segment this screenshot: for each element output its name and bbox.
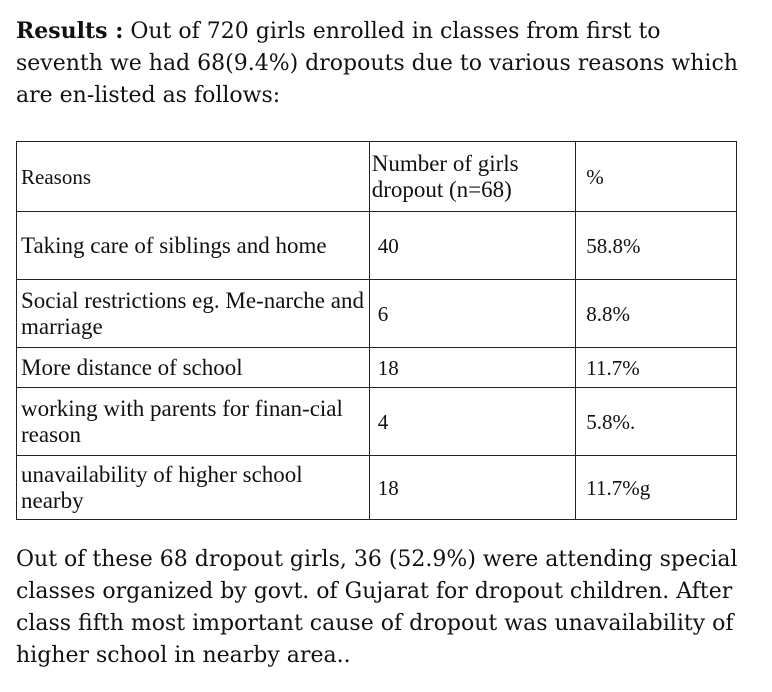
count-cell: 40 (368, 211, 577, 280)
results-paragraph: Results : Out of 720 girls enrolled in c… (16, 15, 752, 112)
table-row: working with parents for finan-cial reas… (16, 387, 737, 456)
count-cell: 18 (368, 455, 577, 520)
results-label: Results : (16, 18, 124, 44)
results-text: Out of 720 girls enrolled in classes fro… (16, 19, 738, 108)
percent-cell: 11.7%g (575, 455, 737, 520)
count-cell: 6 (368, 279, 577, 348)
table-row: Social restrictions eg. Me-narche and ma… (16, 279, 737, 348)
dropout-reasons-table: Reasons Number of girls dropout (n=68) %… (16, 141, 737, 520)
header-percent: % (575, 141, 737, 212)
table-row: More distance of school 18 11.7% (16, 347, 737, 388)
percent-cell: 11.7% (575, 347, 737, 388)
count-cell: 18 (368, 347, 577, 388)
header-number-of-girls: Number of girls dropout (n=68) (368, 141, 577, 212)
reason-cell: More distance of school (16, 347, 370, 388)
percent-cell: 5.8%. (575, 387, 737, 456)
summary-paragraph: Out of these 68 dropout girls, 36 (52.9%… (16, 547, 738, 668)
table-row: Taking care of siblings and home 40 58.8… (16, 211, 737, 280)
percent-cell: 8.8% (575, 279, 737, 348)
table-row: unavailability of higher school nearby 1… (16, 455, 737, 520)
reason-cell: Taking care of siblings and home (16, 211, 370, 280)
reason-cell: working with parents for finan-cial reas… (16, 387, 370, 456)
header-reasons: Reasons (16, 141, 370, 212)
percent-cell: 58.8% (575, 211, 737, 280)
reason-cell: unavailability of higher school nearby (16, 455, 370, 520)
table-header-row: Reasons Number of girls dropout (n=68) % (16, 141, 737, 212)
count-cell: 4 (368, 387, 577, 456)
reason-cell: Social restrictions eg. Me-narche and ma… (16, 279, 370, 348)
